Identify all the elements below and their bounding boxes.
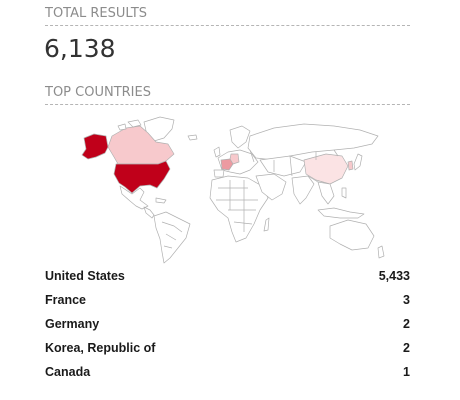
map-indonesia xyxy=(317,207,365,219)
map-central-america xyxy=(143,197,167,219)
country-row[interactable]: Korea, Republic of 2 xyxy=(45,336,410,360)
map-germany[interactable] xyxy=(229,153,240,165)
map-japan xyxy=(353,153,363,171)
map-india xyxy=(291,175,315,205)
country-count: 2 xyxy=(403,317,410,331)
map-southeast-asia xyxy=(317,181,335,205)
map-spain xyxy=(213,169,225,178)
world-map xyxy=(78,114,390,264)
country-count: 2 xyxy=(403,341,410,355)
map-madagascar xyxy=(263,217,270,232)
world-map-svg xyxy=(81,116,385,264)
map-iceland xyxy=(187,134,198,141)
map-africa xyxy=(209,175,269,243)
map-middle-east xyxy=(255,173,287,201)
map-philippines xyxy=(341,187,347,199)
country-row[interactable]: Germany 2 xyxy=(45,312,410,336)
country-count: 3 xyxy=(403,293,410,307)
map-uk xyxy=(213,146,221,158)
total-results-value: 6,138 xyxy=(44,34,116,63)
country-count: 1 xyxy=(403,365,410,379)
country-row[interactable]: Canada 1 xyxy=(45,360,410,384)
country-name: France xyxy=(45,293,86,307)
map-canada-islands xyxy=(117,119,142,131)
map-alaska[interactable] xyxy=(81,133,109,160)
map-russia xyxy=(247,123,379,161)
total-results-heading: TOTAL RESULTS xyxy=(45,6,410,26)
map-south-america-borders xyxy=(161,221,183,249)
map-australia xyxy=(329,219,375,251)
map-united-states[interactable] xyxy=(113,160,171,194)
map-france[interactable] xyxy=(220,158,234,171)
map-china[interactable] xyxy=(303,153,349,185)
country-row[interactable]: United States 5,433 xyxy=(45,264,410,288)
map-mexico xyxy=(119,185,149,210)
country-name: Korea, Republic of xyxy=(45,341,156,355)
country-name: United States xyxy=(45,269,125,283)
top-countries-heading: TOP COUNTRIES xyxy=(45,85,410,105)
country-name: Canada xyxy=(45,365,91,379)
top-countries-list: United States 5,433 France 3 Germany 2 K… xyxy=(45,264,410,384)
map-africa-borders xyxy=(216,180,258,232)
country-row[interactable]: France 3 xyxy=(45,288,410,312)
country-count: 5,433 xyxy=(378,269,410,283)
map-eurasia-borders xyxy=(249,149,339,183)
map-scandinavia xyxy=(229,125,251,149)
map-new-zealand xyxy=(377,245,385,259)
map-korea[interactable] xyxy=(347,160,354,171)
map-central-asia xyxy=(259,155,307,177)
country-name: Germany xyxy=(45,317,100,331)
